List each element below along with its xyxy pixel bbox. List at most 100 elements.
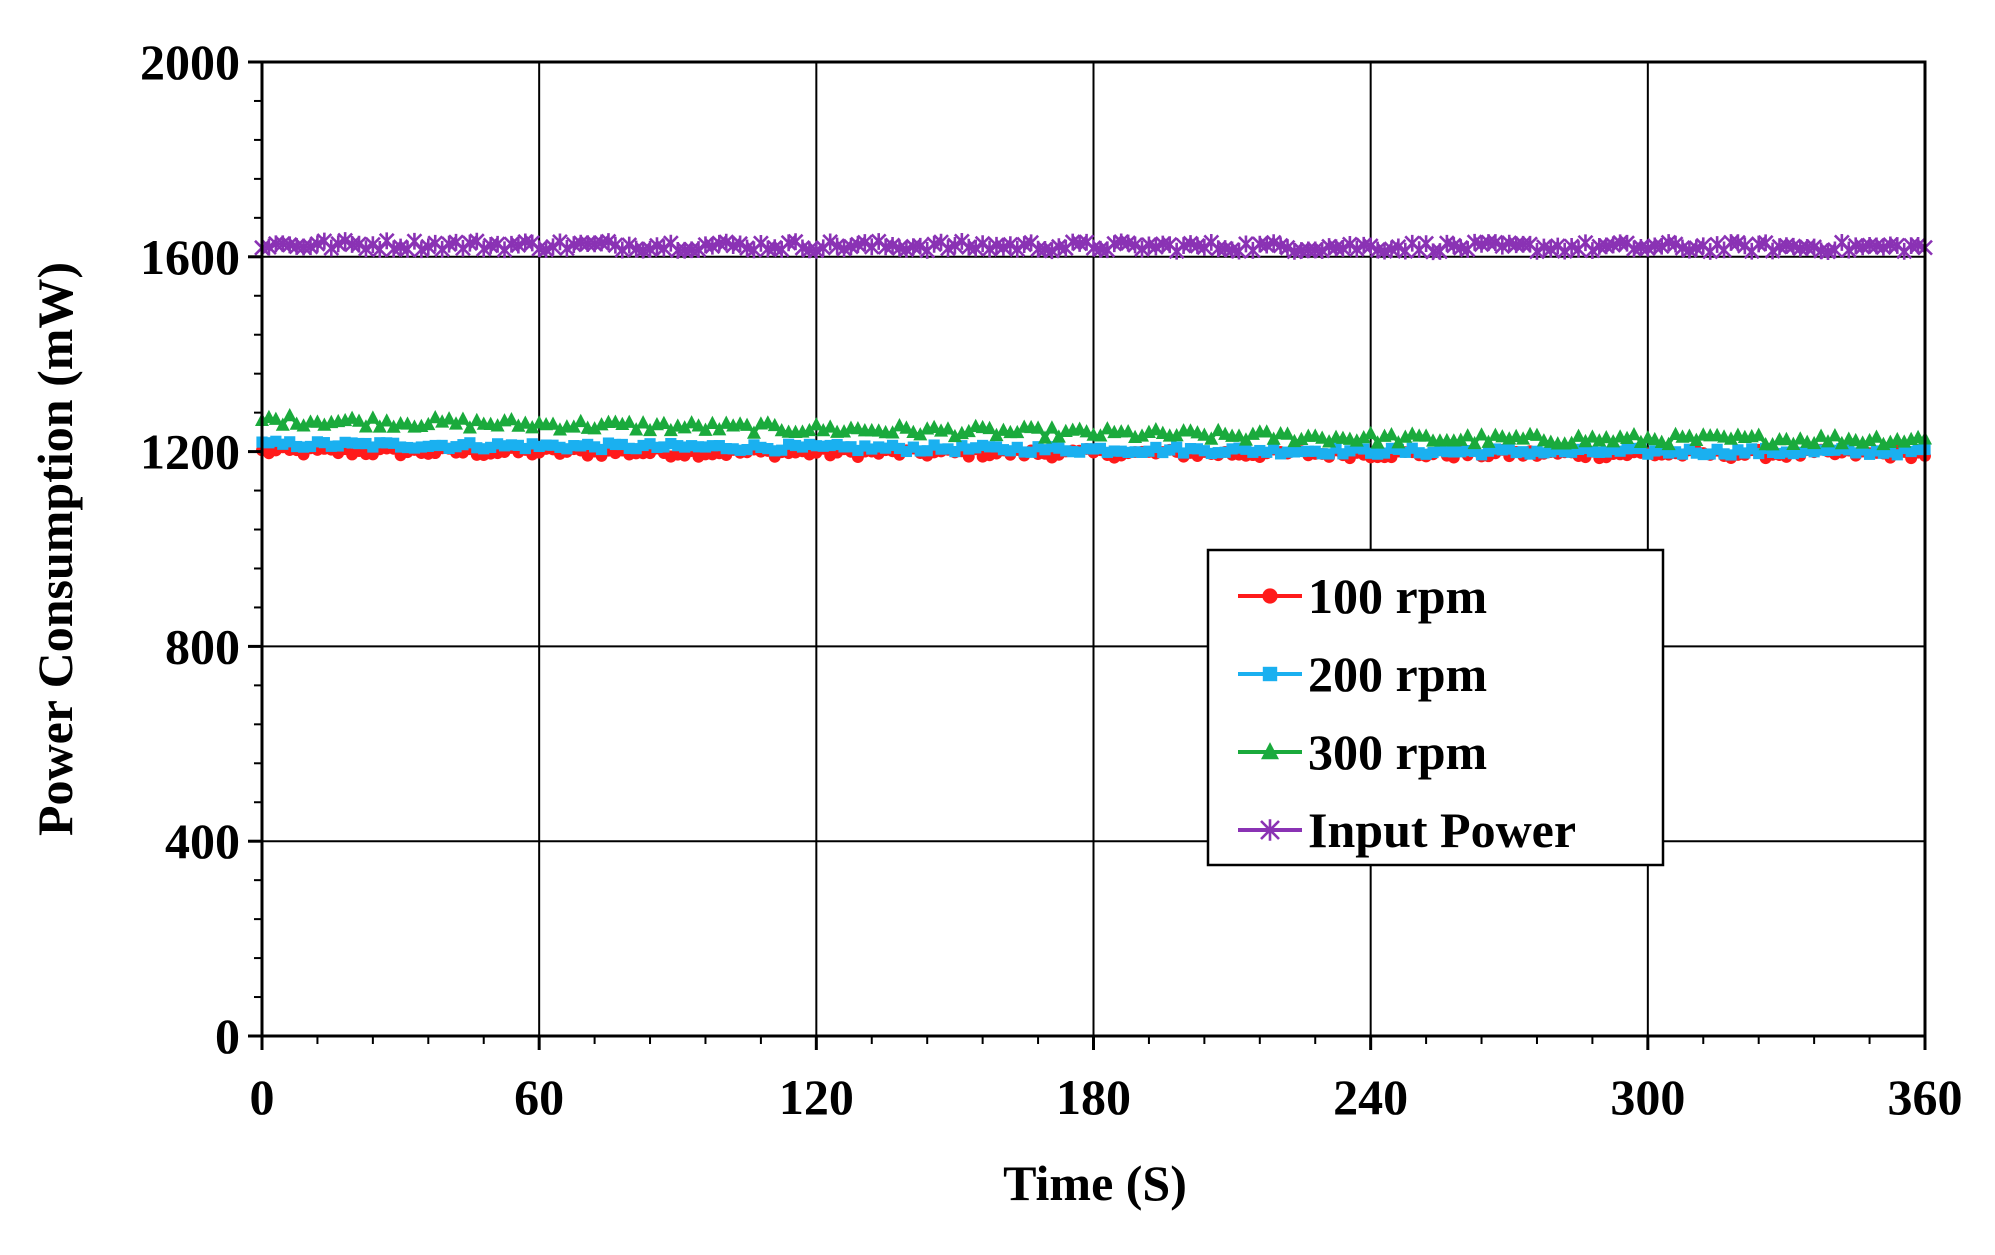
data-point — [1633, 434, 1648, 449]
data-point — [1010, 424, 1025, 439]
data-point — [1827, 428, 1842, 442]
data-point — [1496, 444, 1508, 456]
data-point — [1794, 446, 1806, 458]
data-point — [394, 441, 407, 453]
data-point — [914, 445, 926, 457]
data-point — [982, 420, 997, 435]
data-point — [1766, 446, 1779, 459]
data-point — [450, 441, 462, 453]
legend-swatch-marker — [1262, 588, 1278, 604]
data-point — [1697, 448, 1709, 461]
data-point — [1009, 240, 1026, 258]
y-tick-label: 1600 — [140, 229, 240, 285]
data-point — [525, 420, 540, 434]
data-point — [913, 427, 928, 441]
data-point — [1108, 445, 1120, 457]
data-point — [1475, 449, 1488, 461]
data-point — [449, 416, 464, 430]
data-point — [658, 441, 670, 453]
data-point — [566, 419, 581, 433]
data-point — [1136, 446, 1148, 458]
data-point — [1094, 442, 1107, 454]
data-point — [1606, 434, 1621, 448]
y-tick-label: 800 — [165, 618, 240, 674]
data-point — [360, 437, 372, 450]
data-point — [386, 419, 401, 433]
data-point — [838, 441, 850, 453]
data-point — [1579, 442, 1592, 455]
data-point — [928, 439, 940, 451]
data-point — [817, 440, 829, 452]
grid — [262, 62, 1925, 1036]
data-point — [1572, 443, 1585, 456]
data-point — [1198, 445, 1210, 457]
data-point — [1780, 446, 1793, 458]
data-point — [1663, 447, 1675, 459]
data-point — [381, 437, 393, 449]
data-point — [1516, 431, 1531, 445]
data-point — [762, 442, 774, 455]
data-point — [491, 438, 504, 450]
data-point — [1419, 428, 1434, 442]
data-point — [637, 439, 649, 452]
data-point — [1226, 443, 1238, 455]
data-point — [1765, 437, 1780, 451]
data-point — [318, 437, 330, 449]
data-point — [1148, 422, 1163, 436]
data-point — [1850, 447, 1862, 459]
data-point — [1370, 435, 1385, 449]
data-point — [873, 441, 885, 453]
data-point — [885, 425, 900, 439]
data-point — [636, 415, 651, 429]
data-point — [1011, 441, 1023, 454]
data-point — [533, 440, 545, 453]
data-point — [268, 411, 283, 425]
data-point — [339, 436, 351, 448]
data-point — [1586, 446, 1598, 458]
data-point — [967, 239, 984, 257]
data-point — [1545, 446, 1557, 458]
data-point — [1204, 431, 1219, 445]
data-point — [1649, 445, 1661, 457]
data-point — [1460, 428, 1475, 442]
data-point — [436, 439, 448, 452]
data-point — [727, 443, 739, 455]
data-point — [498, 440, 511, 452]
data-point — [325, 440, 337, 452]
data-point — [304, 440, 317, 453]
data-point — [899, 420, 914, 434]
data-point — [1815, 444, 1827, 456]
data-point — [1100, 421, 1115, 435]
legend-swatch-marker — [1262, 666, 1278, 682]
data-point — [1212, 447, 1224, 459]
data-point — [434, 240, 451, 258]
data-point — [277, 438, 289, 450]
data-point — [364, 236, 381, 254]
x-tick-label: 240 — [1333, 1069, 1408, 1125]
data-point — [1302, 445, 1314, 457]
legend: 100 rpm 200 rpm 300 rpm Input Power — [1206, 548, 1665, 867]
series-300-rpm — [255, 407, 1932, 451]
data-point — [595, 443, 608, 456]
data-point — [457, 439, 469, 451]
series-200-rpm — [256, 435, 1931, 461]
data-point — [1566, 446, 1578, 458]
data-point — [859, 440, 871, 452]
data-point — [1247, 446, 1259, 458]
data-point — [651, 441, 663, 453]
legend-entry: 300 rpm — [1238, 724, 1487, 780]
data-point — [677, 420, 692, 434]
data-point — [1025, 446, 1037, 458]
data-point — [1122, 446, 1134, 459]
data-point — [823, 419, 838, 433]
data-point — [663, 422, 678, 437]
x-tick-label: 0 — [250, 1069, 275, 1125]
data-point — [1469, 445, 1481, 457]
data-point — [672, 440, 684, 452]
data-point — [809, 417, 824, 431]
data-point — [1690, 447, 1702, 459]
data-point — [1420, 448, 1432, 460]
data-point — [1051, 429, 1066, 443]
data-point — [1564, 435, 1579, 449]
data-point — [734, 444, 746, 456]
